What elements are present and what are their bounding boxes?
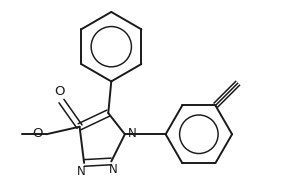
Text: O: O	[33, 127, 43, 140]
Text: N: N	[77, 165, 86, 178]
Text: N: N	[109, 163, 118, 176]
Text: O: O	[55, 85, 65, 98]
Text: N: N	[128, 127, 137, 140]
